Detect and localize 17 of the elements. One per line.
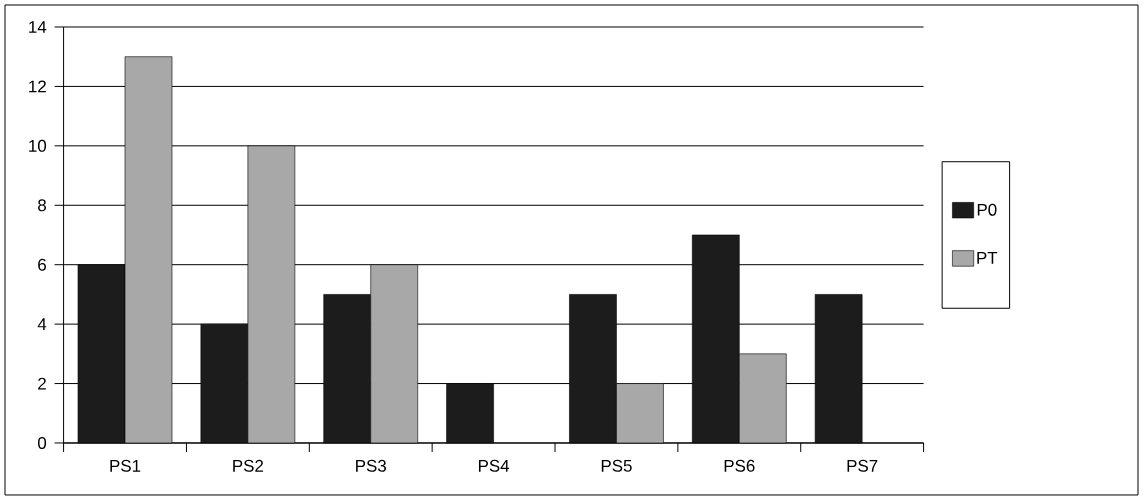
y-tick-label: 10 [29, 139, 47, 152]
y-tick-label: 2 [38, 377, 46, 390]
y-tick-label: 14 [29, 21, 47, 33]
y-tick-label: 6 [38, 258, 46, 271]
x-tick-label: PS2 [233, 459, 264, 472]
x-tick-label: PS6 [724, 459, 755, 472]
x-tick-label: PS4 [478, 459, 510, 472]
x-tick-label: PS1 [110, 459, 141, 472]
x-tick-label: PS5 [601, 459, 632, 472]
y-tick-label: 0 [37, 436, 47, 449]
y-tick-label: 8 [38, 199, 47, 212]
x-tick-label: PS3 [356, 459, 386, 472]
y-tick-label: 12 [29, 80, 46, 93]
legend-label: P0 [977, 203, 997, 216]
y-tick-label: 4 [37, 318, 47, 330]
legend-label: PT [977, 252, 998, 264]
x-tick-label: PS7 [847, 459, 878, 472]
